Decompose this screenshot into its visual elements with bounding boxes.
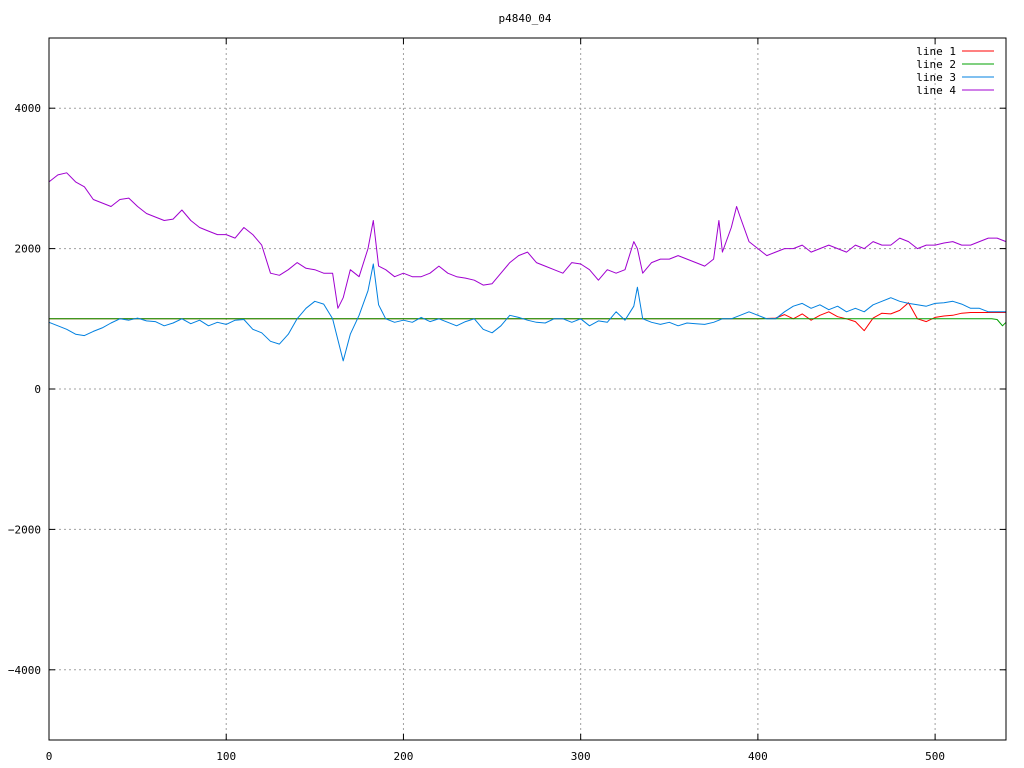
y-tick-label: −4000 bbox=[8, 664, 41, 677]
y-tick-label: 2000 bbox=[15, 243, 42, 256]
legend-label: line 3 bbox=[916, 71, 956, 84]
axes: 0 100 200 300 400 500 −4000 −2000 0 2000 4000 bbox=[8, 38, 1006, 763]
legend-label: line 1 bbox=[916, 45, 956, 58]
y-tick-label: 0 bbox=[34, 383, 41, 396]
plot-frame bbox=[48, 37, 1007, 741]
legend-label: line 2 bbox=[916, 58, 956, 71]
y-tick-label: 4000 bbox=[15, 102, 42, 115]
x-tick-label: 0 bbox=[46, 750, 53, 763]
chart-title: p4840_04 bbox=[499, 12, 552, 25]
series-group bbox=[48, 172, 1007, 362]
grid bbox=[49, 38, 1006, 740]
series-line-4 bbox=[48, 172, 1007, 309]
x-tick-label: 400 bbox=[748, 750, 768, 763]
legend-label: line 4 bbox=[916, 84, 956, 97]
y-tick-label: −2000 bbox=[8, 523, 41, 536]
series-line-3 bbox=[48, 263, 1006, 362]
x-tick-label: 100 bbox=[216, 750, 236, 763]
x-tick-label: 300 bbox=[571, 750, 591, 763]
x-tick-label: 200 bbox=[394, 750, 414, 763]
series-line-2 bbox=[49, 318, 1007, 327]
x-tick-label: 500 bbox=[925, 750, 945, 763]
